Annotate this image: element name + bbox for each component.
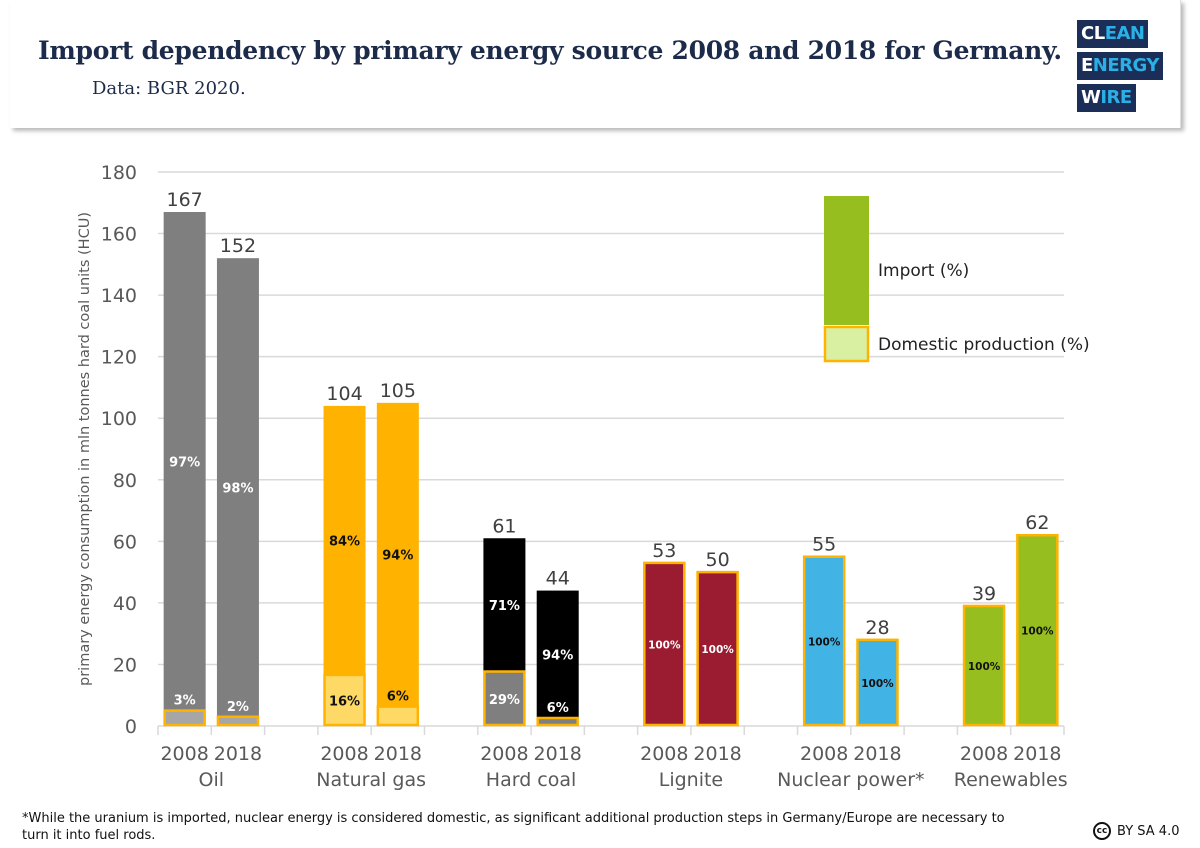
logo-energy: ENERGY [1077,52,1163,80]
domestic-pct-label: 100% [648,639,681,651]
domestic-bar-segment [962,604,1006,727]
import-pct-label: 97% [169,455,200,470]
category-label: Renewables [954,769,1068,791]
y-tick-label: 40 [113,593,137,615]
domestic-pct-label: 2% [227,700,249,715]
legend-domestic-label: Domestic production (%) [878,335,1090,355]
y-tick-label: 120 [101,347,137,369]
y-tick-label: 100 [101,408,137,430]
legend-domestic-swatch [823,325,870,363]
chart-title: Import dependency by primary energy sour… [38,36,1062,65]
total-value-label: 55 [812,534,836,556]
total-value-label: 62 [1025,512,1049,534]
domestic-bar-segment [856,638,899,727]
total-value-label: 53 [652,540,676,562]
y-tick-label: 180 [101,162,137,184]
domestic-bar-segment [802,555,846,727]
legend-import-label: Import (%) [878,261,969,281]
total-value-label: 44 [546,568,570,590]
y-tick-label: 80 [113,470,137,492]
domestic-pct-label: 3% [174,694,196,709]
total-value-label: 61 [492,515,516,537]
domestic-pct-label: 16% [329,694,360,709]
license: cc BY SA 4.0 [1093,822,1179,840]
domestic-pct-label: 100% [861,678,894,690]
y-axis-label: primary energy consumption in mln tonnes… [77,212,93,686]
footnote: *While the uranium is imported, nuclear … [22,811,1005,843]
total-value-label: 50 [705,549,729,571]
import-bar-segment [163,212,206,711]
year-label: 2008 [960,743,1008,765]
year-label: 2018 [214,743,262,765]
category-label: Natural gas [316,769,426,791]
import-pct-label: 98% [222,481,253,496]
import-bar-segment [483,538,526,672]
y-tick-label: 140 [101,285,137,307]
domestic-pct-label: 100% [968,661,1001,673]
header-card: Import dependency by primary energy sour… [10,0,1181,128]
category-label: Oil [199,769,225,791]
domestic-bar-segment [216,715,260,727]
category-label: Lignite [659,769,723,791]
domestic-pct-label: 6% [547,701,569,716]
domestic-bar-segment [1016,533,1059,727]
import-pct-label: 84% [329,534,360,549]
license-text: BY SA 4.0 [1117,823,1180,839]
domestic-pct-label: 6% [387,690,409,705]
y-tick-label: 160 [101,224,137,246]
y-tick-label: 60 [113,531,137,553]
import-bar-segment [536,590,579,718]
y-tick-label: 0 [125,716,137,738]
y-tick-label: 20 [113,654,137,676]
year-label: 2008 [320,743,368,765]
cc-icon: cc [1093,822,1111,840]
domestic-pct-label: 100% [808,636,841,648]
domestic-bar-segment [376,705,420,727]
total-value-label: 39 [972,583,996,605]
logo-clean: CLEAN [1077,20,1149,48]
category-label: Nuclear power* [777,769,924,791]
domestic-bar-segment [483,670,526,727]
domestic-bar-segment [536,716,579,727]
domestic-pct-label: 100% [1021,626,1054,638]
year-label: 2018 [374,743,422,765]
legend-import-swatch [824,196,869,325]
domestic-pct-label: 29% [489,693,520,708]
total-value-label: 167 [167,189,203,211]
chart-subtitle: Data: BGR 2020. [92,78,246,99]
import-pct-label: 71% [489,599,520,614]
import-bar-segment [376,402,419,707]
logo-wire: WIRE [1077,84,1136,112]
year-label: 2008 [160,743,208,765]
total-value-label: 104 [326,383,362,405]
import-bar-segment [216,258,259,717]
year-label: 2008 [640,743,688,765]
domestic-pct-label: 100% [701,644,734,656]
total-value-label: 105 [380,380,416,402]
year-label: 2018 [534,743,582,765]
domestic-bar-segment [696,570,739,727]
import-bar-segment [323,405,366,675]
year-label: 2008 [480,743,528,765]
domestic-bar-segment [323,673,366,727]
total-value-label: 152 [220,235,256,257]
import-pct-label: 94% [382,549,413,564]
year-label: 2018 [1013,743,1061,765]
domestic-bar-segment [643,561,686,727]
import-pct-label: 94% [542,648,573,663]
total-value-label: 28 [865,617,889,639]
year-label: 2018 [853,743,901,765]
category-label: Hard coal [486,769,577,791]
year-label: 2008 [800,743,848,765]
domestic-bar-segment [163,709,206,727]
year-label: 2018 [693,743,741,765]
